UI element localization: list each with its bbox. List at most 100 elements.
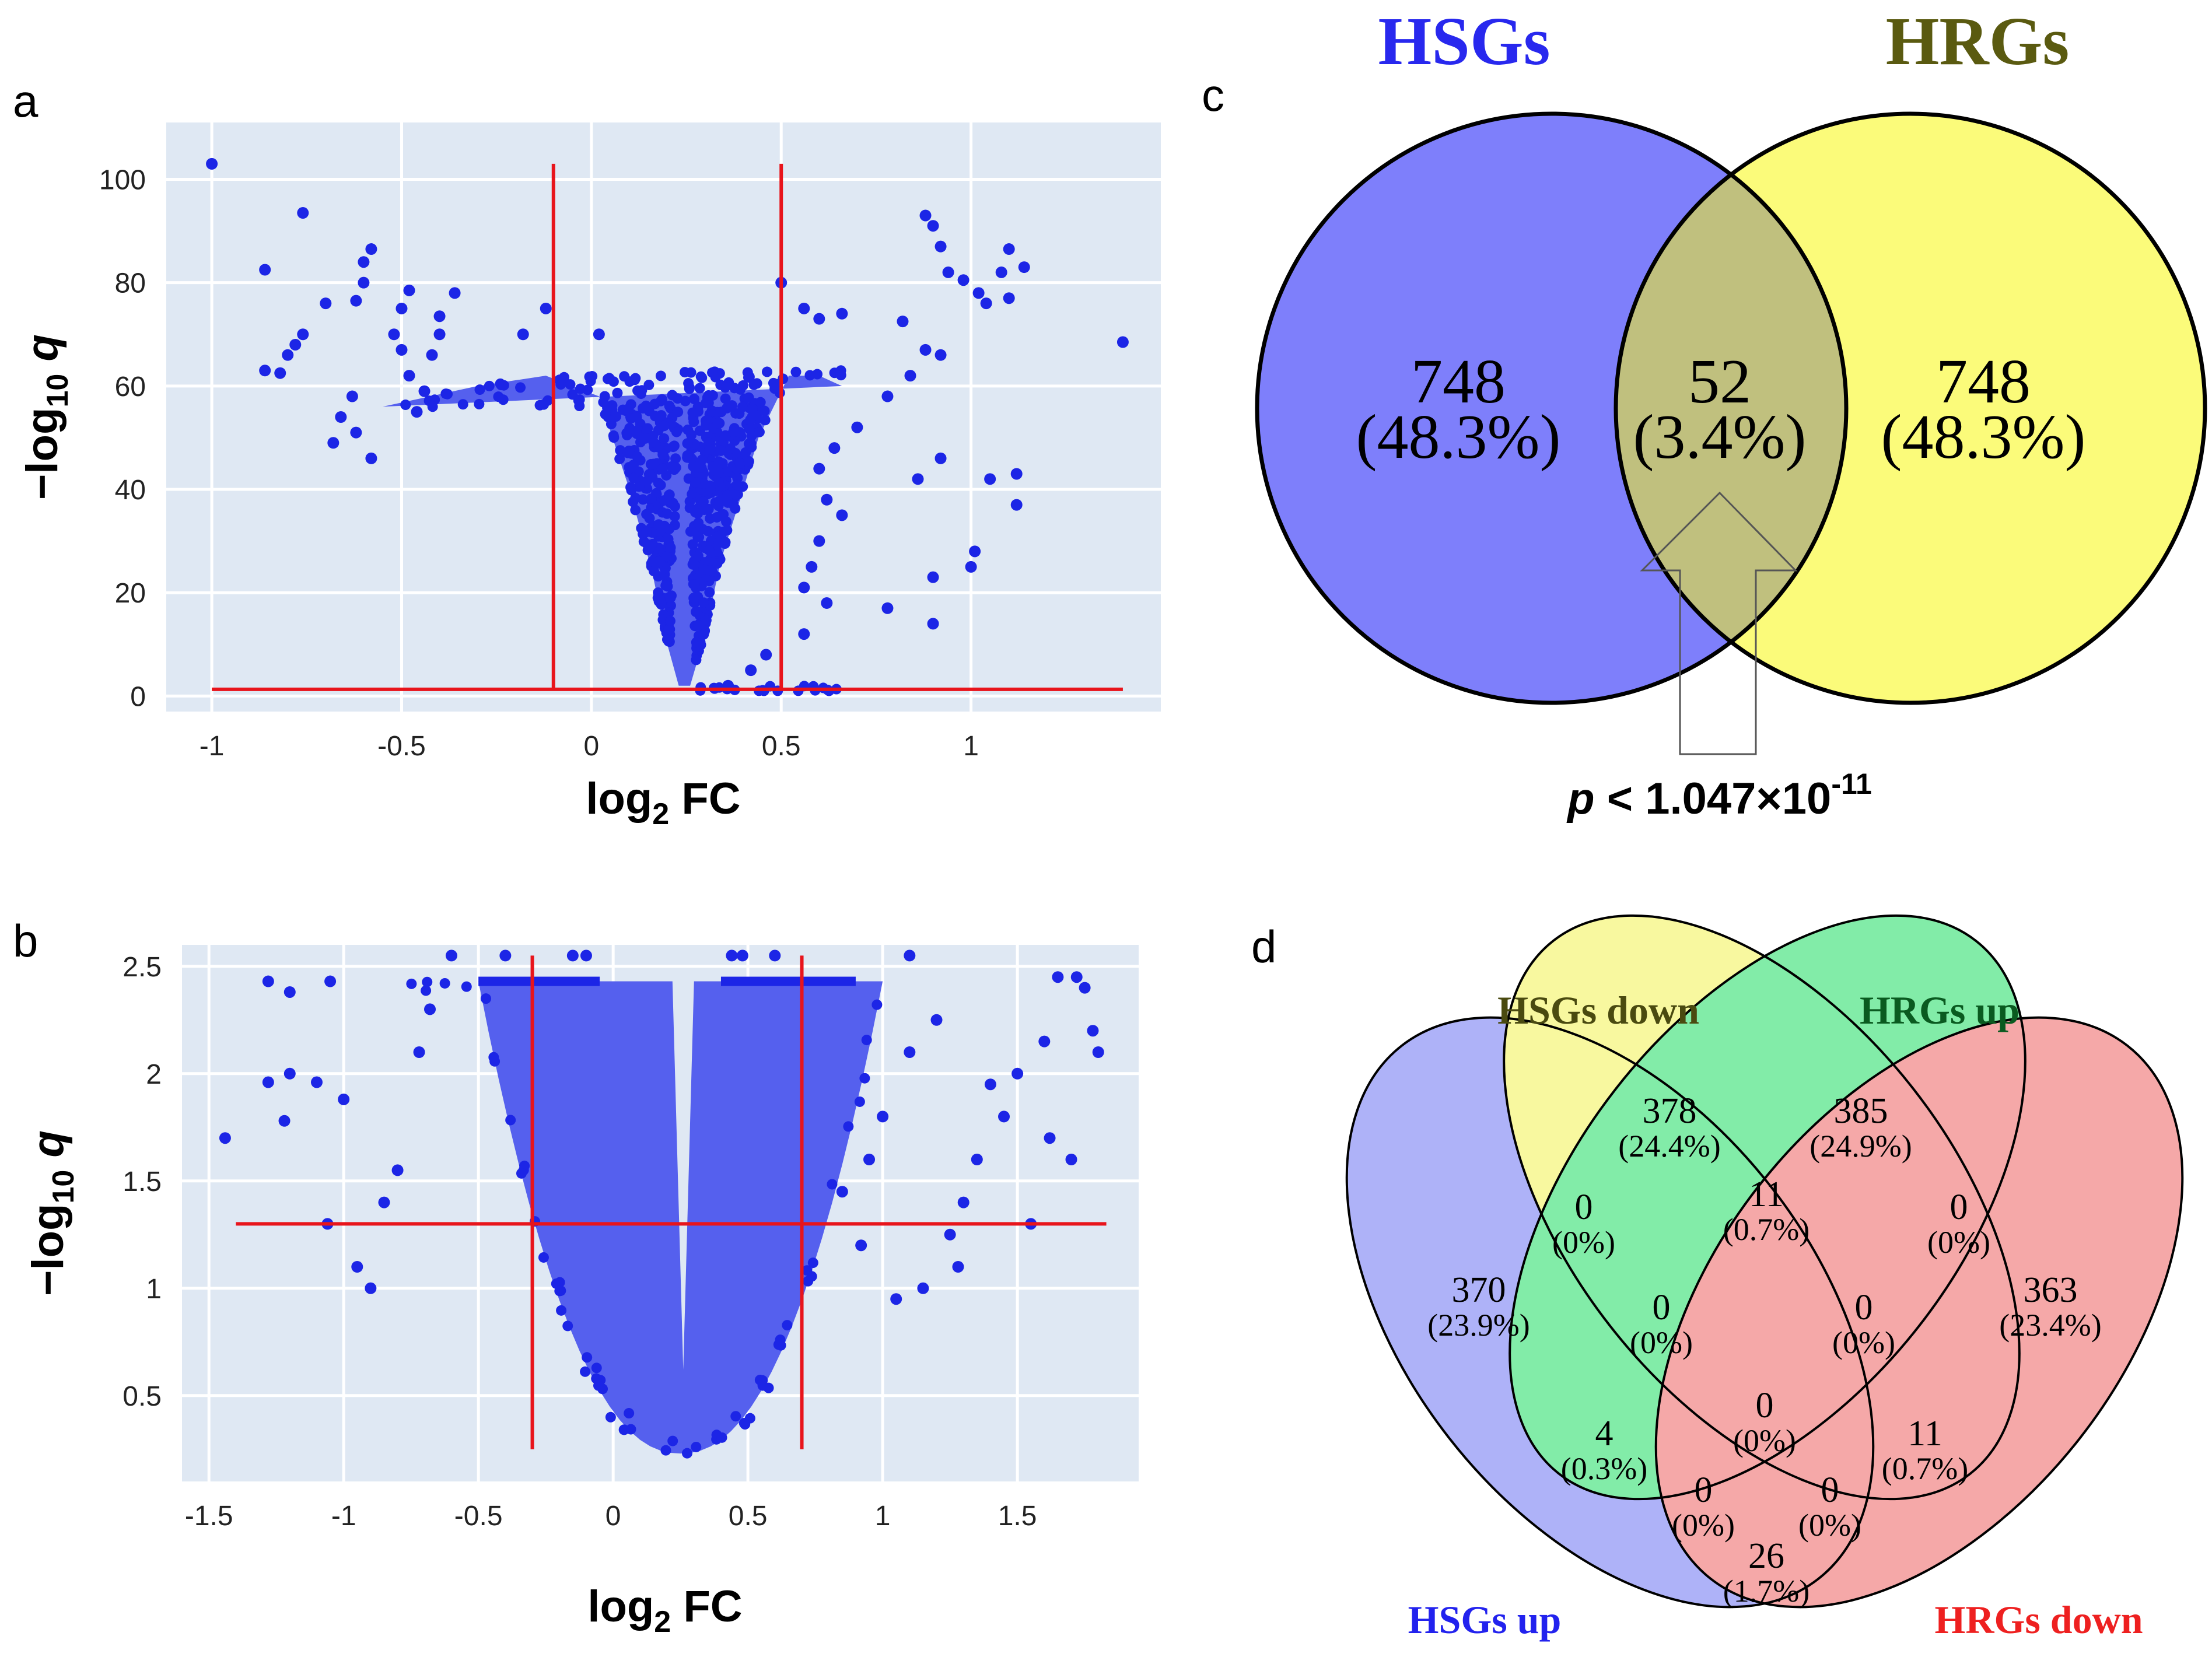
- cloud-point: [554, 1285, 565, 1297]
- scatter-point: [965, 560, 977, 573]
- scatter-point: [1018, 261, 1030, 274]
- cloud-point: [684, 383, 695, 394]
- cloud-point: [648, 437, 659, 448]
- scatter-point: [335, 411, 347, 423]
- cloud-point: [422, 976, 433, 987]
- cloud-point: [689, 579, 700, 590]
- cloud-point: [754, 426, 765, 437]
- cloud-point: [624, 1408, 635, 1419]
- scatter-point: [580, 950, 592, 962]
- cloud-point: [702, 526, 713, 537]
- scatter-point: [904, 950, 916, 962]
- cloud-point: [634, 481, 645, 492]
- x-tick-label: 0.5: [729, 1501, 768, 1532]
- scatter-point: [927, 618, 939, 630]
- cloud-point: [696, 454, 708, 465]
- venn4-count-bottom_right: 0: [1821, 1470, 1839, 1510]
- cloud-point: [640, 527, 652, 538]
- scatter-point: [278, 1115, 290, 1127]
- cloud-point: [704, 444, 715, 455]
- scatter-point: [327, 437, 340, 449]
- overlap-region: [1616, 114, 1846, 703]
- scatter-point: [284, 986, 296, 998]
- scatter-point: [396, 344, 408, 356]
- cloud-point: [591, 1362, 602, 1374]
- cloud-point: [642, 423, 653, 434]
- venn3-mid-pct: (3.4%): [1633, 402, 1807, 472]
- y-tick-label: 100: [99, 164, 146, 195]
- scatter-point: [378, 1196, 390, 1208]
- ellipse-hsgs-down-outline: [1503, 914, 2021, 1501]
- y-axis-title-a: −log10 q: [18, 334, 75, 500]
- x-tick-label: 0: [584, 731, 600, 762]
- scatter-point: [984, 1078, 996, 1091]
- scatter-point: [971, 1154, 983, 1165]
- scatter-point: [396, 302, 408, 314]
- panel-a: a -1 -0.5 0 0.5 1 0 20 40 60 80 100 log2 FC −log10…: [13, 75, 1161, 831]
- cloud-point: [680, 367, 691, 378]
- cloud-point: [488, 1052, 499, 1063]
- cloud-point: [442, 388, 453, 400]
- cloud-point: [722, 489, 733, 500]
- venn4-count-hrgdown_and_hsgdown: 11: [1908, 1414, 1943, 1453]
- cloud-point: [691, 607, 702, 618]
- cloud-point: [628, 459, 639, 470]
- cloud-point: [748, 379, 760, 390]
- cloud-point: [642, 475, 653, 486]
- scatter-point: [262, 1076, 274, 1088]
- cloud-point: [608, 376, 619, 387]
- scatter-point: [433, 328, 446, 341]
- cloud-point: [516, 1168, 527, 1179]
- scatter-point: [912, 473, 924, 485]
- cloud-point: [806, 1271, 817, 1282]
- scatter-point: [855, 1239, 867, 1252]
- cloud-point: [622, 447, 634, 458]
- x-tick-label: 0: [606, 1501, 621, 1532]
- cloud-point: [628, 496, 639, 507]
- scatter-point: [424, 1003, 436, 1015]
- cloud-point: [663, 489, 674, 500]
- cloud-point: [694, 383, 705, 394]
- cloud-point: [562, 1320, 573, 1332]
- p-value-label: p < 1.047×10-11: [1566, 768, 1872, 824]
- scatter-point: [935, 240, 947, 253]
- cloud-point: [843, 1121, 854, 1132]
- y-tick-label: 1: [146, 1274, 162, 1305]
- venn3-hrg-title: HRGs: [1886, 3, 2070, 79]
- scatter-point: [365, 243, 377, 255]
- cap-band-right: [720, 976, 856, 986]
- scatter-point: [1003, 292, 1015, 304]
- scatter-point: [219, 1132, 231, 1144]
- y-axis-title-b: −log10 q: [23, 1130, 80, 1296]
- venn4-count-bottom_left: 0: [1695, 1470, 1713, 1510]
- cloud-point: [716, 1432, 727, 1443]
- cloud-point: [667, 1435, 678, 1446]
- scatter-point: [828, 442, 841, 454]
- scatter-point: [262, 975, 274, 987]
- scatter-point: [411, 406, 423, 418]
- scatter-point: [952, 1261, 964, 1273]
- cloud-notch: [672, 981, 694, 1370]
- panel-label-d: d: [1251, 921, 1276, 972]
- cloud-point: [737, 401, 748, 412]
- venn4-pct-hrgs_down_only: (23.4%): [1999, 1308, 2101, 1343]
- cloud-point: [659, 421, 670, 432]
- scatter-point: [935, 452, 947, 464]
- scatter-point: [297, 207, 309, 219]
- cloud-point: [662, 634, 673, 645]
- scatter-point: [346, 390, 358, 402]
- cloud-point: [474, 384, 485, 395]
- cloud-point: [760, 415, 771, 426]
- venn4-count-center_left: 0: [1653, 1288, 1671, 1327]
- scatter-point: [310, 1076, 323, 1088]
- scatter-point: [927, 220, 939, 232]
- cloud-point: [439, 978, 450, 989]
- cloud-point: [567, 389, 578, 400]
- scatter-point: [350, 426, 362, 439]
- cloud-point: [701, 615, 712, 626]
- venn4-pct-bottom_left: (0%): [1672, 1508, 1735, 1543]
- cloud-point: [691, 637, 702, 648]
- cloud-point: [682, 450, 693, 461]
- cloud-point: [663, 534, 674, 545]
- cloud-point: [650, 411, 661, 422]
